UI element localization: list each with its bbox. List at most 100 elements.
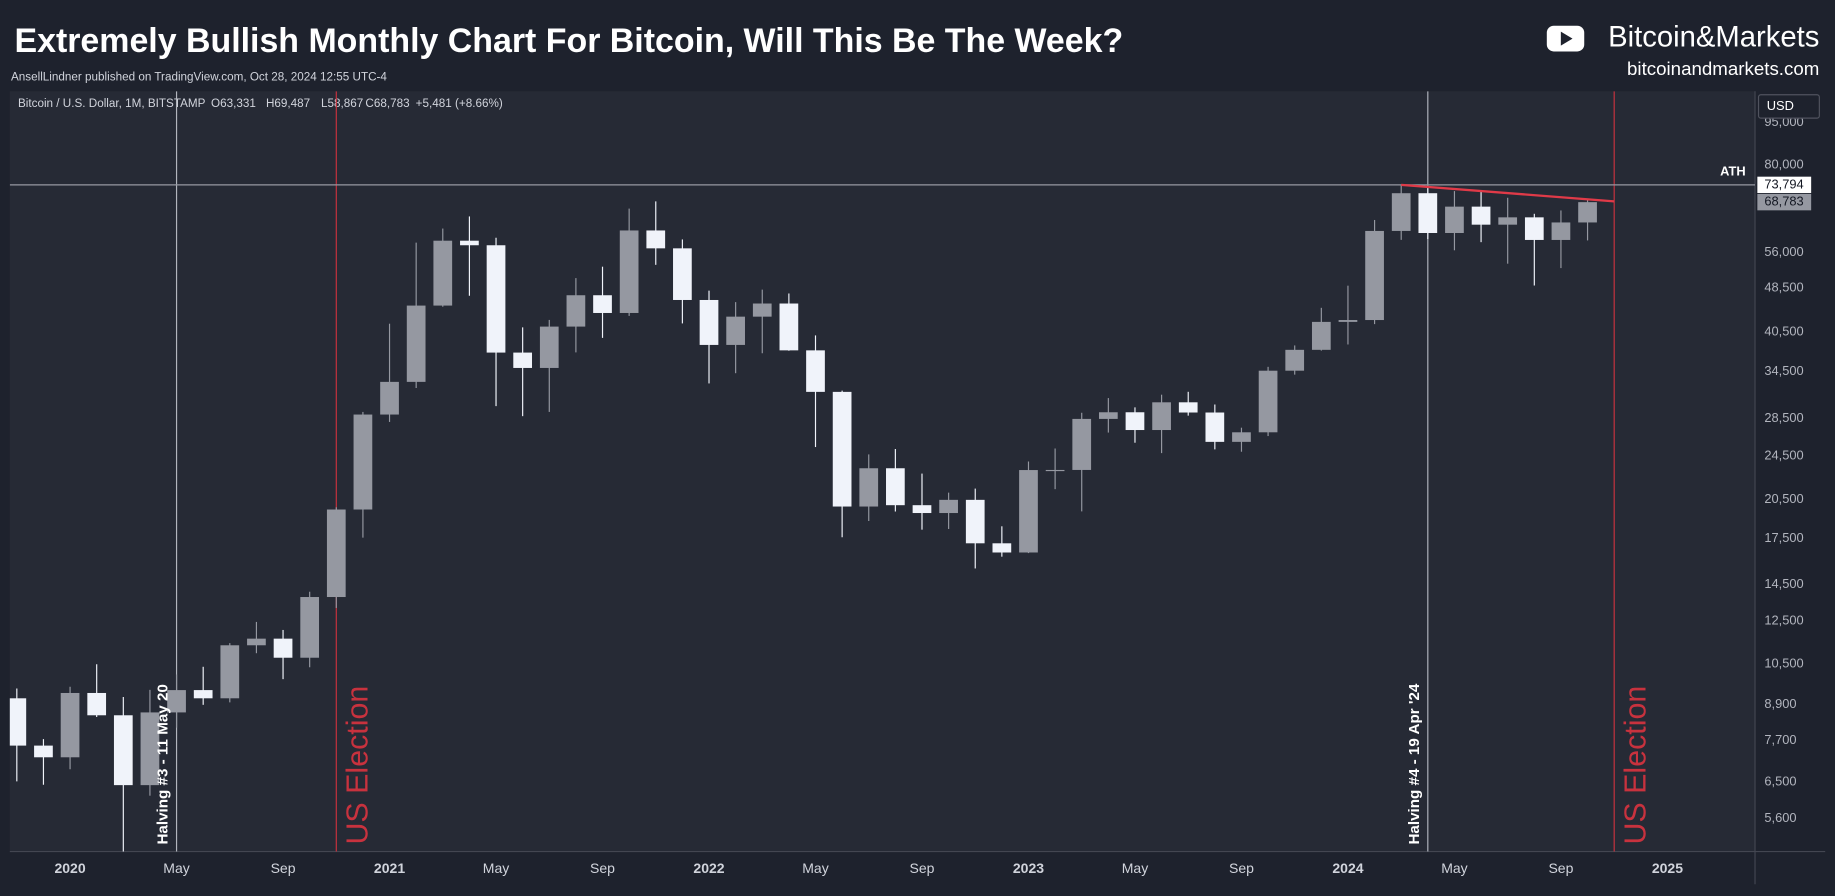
candle-body — [806, 350, 825, 392]
candle-body — [619, 230, 639, 313]
candle-body — [1578, 202, 1597, 223]
candle-body — [859, 468, 879, 507]
y-tick-label: 28,500 — [1764, 410, 1803, 425]
candle-body — [779, 303, 799, 351]
candle-body — [34, 745, 53, 758]
legend-high: H69,487 — [266, 97, 310, 110]
event-label: US Election — [1619, 686, 1653, 845]
x-tick-label: May — [1441, 860, 1467, 876]
candle-body — [433, 240, 453, 306]
candle-body — [513, 352, 533, 368]
candle-body — [912, 505, 932, 514]
legend-close: C68,783 — [365, 97, 409, 110]
event-label: Halving #3 - 11 May 20 — [155, 684, 172, 844]
candle-body — [60, 692, 80, 758]
candle-body — [566, 295, 586, 327]
candle-body — [832, 391, 852, 507]
candle-body — [1524, 217, 1544, 240]
x-tick-label: 2023 — [1013, 860, 1044, 876]
title: Extremely Bullish Monthly Chart For Bitc… — [14, 22, 1123, 60]
x-tick-label: May — [163, 860, 189, 876]
candle-body — [699, 299, 719, 345]
byline: AnsellLindner published on TradingView.c… — [11, 70, 387, 83]
x-tick-label: May — [483, 860, 509, 876]
x-tick-label: Sep — [1548, 860, 1573, 876]
candle-body — [220, 645, 240, 699]
trendline — [1401, 183, 1615, 203]
candle-body — [353, 414, 373, 510]
y-tick-label: 14,500 — [1764, 576, 1803, 591]
currency-box — [1757, 94, 1820, 119]
legend-open: O63,331 — [211, 97, 256, 110]
candle-body — [1072, 418, 1092, 470]
candle-body — [1365, 230, 1384, 321]
candle-body — [646, 230, 666, 249]
candle-body — [1418, 193, 1438, 234]
y-tick-label: 48,500 — [1764, 279, 1803, 294]
candle-body — [1391, 193, 1411, 231]
candle-body — [1445, 206, 1464, 234]
x-tick-label: 2021 — [374, 860, 405, 876]
brand-icon — [1560, 31, 1573, 46]
candle-body — [247, 638, 266, 646]
candle-body — [486, 245, 506, 353]
x-tick-label: 2025 — [1652, 860, 1683, 876]
candle-body — [1258, 370, 1278, 433]
y-tick-label: 7,700 — [1764, 732, 1796, 747]
candle-body — [539, 326, 559, 368]
ath-price-box — [1757, 176, 1812, 194]
candle-body — [1178, 402, 1198, 413]
x-tick-label: 2020 — [54, 860, 85, 876]
candle-body — [113, 715, 133, 786]
y-tick-label: 6,500 — [1764, 773, 1796, 788]
candle-body — [1285, 349, 1305, 371]
candle-body — [273, 638, 293, 658]
candle-body — [406, 305, 426, 382]
candle-body — [380, 381, 399, 415]
last-price-label: 68,783 — [1764, 194, 1803, 209]
y-tick-label: 10,500 — [1764, 656, 1803, 671]
candle-body — [1098, 412, 1118, 419]
candle-body — [1232, 432, 1251, 442]
currency: USD — [1767, 98, 1794, 113]
y-tick-label: 12,500 — [1764, 613, 1803, 628]
candle-body — [1471, 206, 1491, 225]
candle-body — [1205, 412, 1225, 442]
legend-low: L58,867 — [321, 97, 363, 110]
candle-body — [140, 712, 160, 786]
candle-body — [992, 543, 1012, 553]
candle-body — [752, 303, 772, 317]
candle-body — [1152, 402, 1171, 431]
candle-body — [300, 597, 320, 658]
event-label: Halving #4 - 19 Apr '24 — [1406, 683, 1423, 844]
candle-body — [939, 499, 958, 514]
x-tick-label: Sep — [271, 860, 296, 876]
candle-body — [1498, 217, 1518, 225]
x-tick-label: Sep — [1229, 860, 1254, 876]
candle-body — [726, 316, 745, 345]
candle-body — [1045, 469, 1065, 472]
candle-body — [87, 692, 107, 716]
legend-symbol: Bitcoin / U.S. Dollar, 1M, BITSTAMP — [18, 97, 206, 110]
candle-body — [1338, 320, 1358, 322]
candle-body — [1019, 470, 1038, 553]
plot-area — [9, 91, 1756, 852]
candle-body — [1551, 222, 1571, 240]
ath-label: ATH — [1720, 163, 1745, 178]
candle-body — [965, 499, 985, 544]
y-tick-label: 8,900 — [1764, 696, 1796, 711]
x-tick-label: Sep — [590, 860, 615, 876]
x-tick-label: 2022 — [693, 860, 724, 876]
site: bitcoinandmarkets.com — [1627, 58, 1819, 79]
candle-body — [193, 690, 213, 699]
y-tick-label: 56,000 — [1764, 244, 1803, 259]
brand: Bitcoin&Markets — [1608, 21, 1819, 53]
x-tick-label: 2024 — [1332, 860, 1363, 876]
candle-body — [1125, 412, 1145, 431]
x-tick-label: May — [802, 860, 828, 876]
last-price-box — [1757, 193, 1812, 211]
candle-body — [326, 509, 346, 598]
candle-body — [886, 468, 905, 506]
y-tick-label: 5,600 — [1764, 810, 1796, 825]
